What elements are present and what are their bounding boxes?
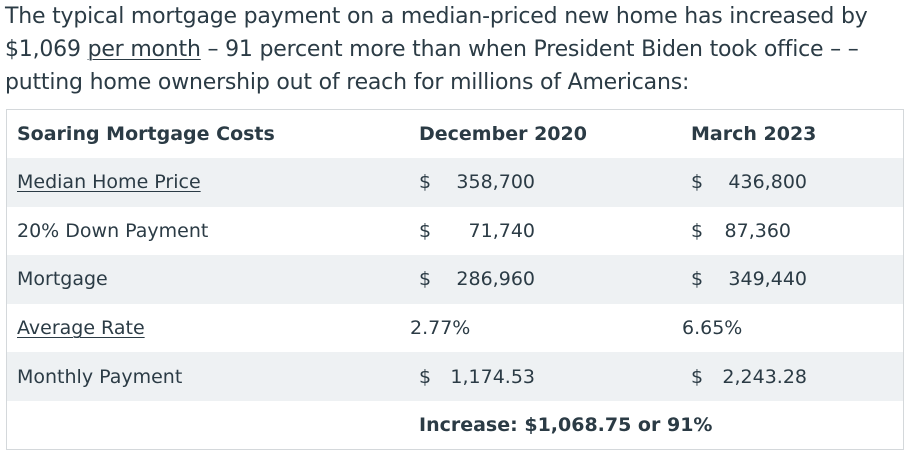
table-row-average-rate: Average Rate 2.77% 6.65% — [7, 304, 903, 353]
table-row-summary: Increase: $1,068.75 or 91% — [7, 401, 903, 449]
mar2023-value: 87,360 — [724, 219, 791, 242]
per-month-link[interactable]: per month — [87, 37, 201, 62]
intro-text-after: – 91 percent more than when President Bi… — [5, 37, 859, 95]
mar2023-cell: $349,440 — [681, 255, 903, 304]
intro-paragraph: The typical mortgage payment on a median… — [5, 0, 905, 99]
currency-symbol: $ — [691, 219, 704, 242]
row-label-cell: Average Rate — [7, 304, 409, 353]
mortgage-costs-table-container: Soaring Mortgage Costs December 2020 Mar… — [6, 109, 904, 450]
row-label: Mortgage — [17, 268, 108, 291]
currency-symbol: $ — [419, 219, 432, 242]
currency-symbol: $ — [419, 365, 432, 388]
mortgage-costs-table: Soaring Mortgage Costs December 2020 Mar… — [7, 110, 903, 449]
dec2020-value: 1,174.53 — [450, 365, 535, 388]
currency-symbol: $ — [419, 171, 432, 194]
intro-text-before: The typical mortgage payment on a median… — [5, 4, 868, 62]
median-home-price-link[interactable]: Median Home Price — [17, 171, 201, 194]
column-header-december-2020: December 2020 — [419, 123, 587, 145]
dec2020-value: 358,700 — [456, 171, 535, 194]
table-header-row: Soaring Mortgage Costs December 2020 Mar… — [7, 110, 903, 158]
column-header-march-2023: March 2023 — [691, 123, 817, 145]
currency-symbol: $ — [691, 365, 704, 388]
increase-summary: Increase: $1,068.75 or 91% — [419, 414, 713, 437]
row-label: 20% Down Payment — [17, 219, 209, 242]
dec2020-cell: $71,740 — [409, 207, 681, 256]
currency-symbol: $ — [691, 268, 704, 291]
mar2023-value: 436,800 — [728, 171, 807, 194]
dec2020-cell: $1,174.53 — [409, 352, 681, 401]
currency-symbol: $ — [691, 171, 704, 194]
empty-cell — [7, 401, 409, 449]
table-row-mortgage: Mortgage $286,960 $349,440 — [7, 255, 903, 304]
mar2023-value: 6.65% — [682, 317, 743, 340]
average-rate-link[interactable]: Average Rate — [17, 317, 145, 340]
mar2023-cell: $2,243.28 — [681, 352, 903, 401]
mar2023-cell: $87,360 — [681, 207, 903, 256]
dec2020-value: 286,960 — [456, 268, 535, 291]
mar2023-cell: $436,800 — [681, 158, 903, 207]
column-header-soaring-mortgage-costs: Soaring Mortgage Costs — [17, 123, 275, 145]
mar2023-value: 2,243.28 — [722, 365, 807, 388]
currency-symbol: $ — [419, 268, 432, 291]
row-label-cell: Median Home Price — [7, 158, 409, 207]
row-label: Monthly Payment — [17, 365, 183, 388]
table-row-median-home-price: Median Home Price $358,700 $436,800 — [7, 158, 903, 207]
dec2020-cell: $358,700 — [409, 158, 681, 207]
dec2020-cell: $286,960 — [409, 255, 681, 304]
table-row-down-payment: 20% Down Payment $71,740 $87,360 — [7, 207, 903, 256]
mar2023-value: 349,440 — [728, 268, 807, 291]
dec2020-value: 71,740 — [468, 219, 535, 242]
table-row-monthly-payment: Monthly Payment $1,174.53 $2,243.28 — [7, 352, 903, 401]
dec2020-value: 2.77% — [410, 317, 471, 340]
